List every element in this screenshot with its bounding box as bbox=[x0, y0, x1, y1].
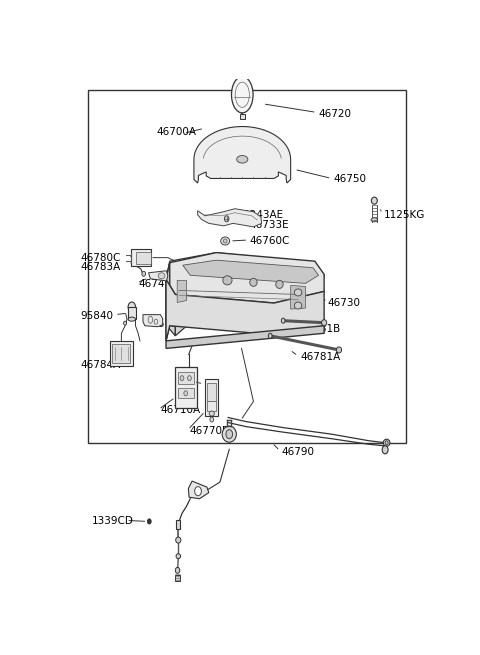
Ellipse shape bbox=[195, 487, 202, 496]
Polygon shape bbox=[175, 272, 324, 336]
Polygon shape bbox=[166, 326, 324, 348]
Polygon shape bbox=[183, 260, 319, 284]
Bar bbox=[205, 379, 218, 415]
Ellipse shape bbox=[210, 417, 214, 422]
Text: 46720: 46720 bbox=[319, 109, 351, 119]
Bar bbox=[178, 372, 193, 384]
Polygon shape bbox=[166, 263, 170, 341]
Text: 46750: 46750 bbox=[334, 174, 366, 185]
Polygon shape bbox=[194, 126, 290, 183]
Text: 1243AE: 1243AE bbox=[244, 210, 284, 220]
Polygon shape bbox=[177, 280, 186, 303]
Ellipse shape bbox=[180, 376, 184, 381]
Ellipse shape bbox=[383, 440, 390, 446]
Polygon shape bbox=[198, 209, 262, 227]
Ellipse shape bbox=[142, 271, 145, 276]
Bar bbox=[88, 90, 406, 443]
Text: 95840: 95840 bbox=[81, 310, 113, 321]
Bar bbox=[110, 341, 132, 365]
Text: 46700A: 46700A bbox=[156, 126, 197, 136]
Ellipse shape bbox=[336, 347, 342, 353]
Ellipse shape bbox=[128, 302, 135, 312]
Bar bbox=[240, 114, 245, 119]
Polygon shape bbox=[290, 286, 305, 309]
Ellipse shape bbox=[294, 302, 302, 309]
Bar bbox=[178, 388, 193, 398]
Ellipse shape bbox=[250, 278, 257, 286]
Ellipse shape bbox=[188, 376, 192, 381]
Ellipse shape bbox=[322, 320, 327, 326]
Ellipse shape bbox=[371, 218, 378, 222]
Text: 46781A: 46781A bbox=[300, 352, 340, 362]
Polygon shape bbox=[166, 253, 324, 303]
Ellipse shape bbox=[294, 289, 302, 296]
Ellipse shape bbox=[209, 411, 215, 416]
Text: 46770B: 46770B bbox=[190, 426, 229, 436]
Polygon shape bbox=[166, 280, 175, 336]
Ellipse shape bbox=[382, 446, 388, 454]
Text: 46735: 46735 bbox=[151, 319, 184, 329]
Text: 1125KG: 1125KG bbox=[384, 210, 425, 220]
Text: 46760C: 46760C bbox=[250, 236, 290, 246]
Ellipse shape bbox=[276, 280, 283, 288]
Bar bbox=[112, 345, 130, 363]
Ellipse shape bbox=[158, 272, 165, 279]
Ellipse shape bbox=[385, 441, 388, 445]
Ellipse shape bbox=[184, 391, 188, 396]
Ellipse shape bbox=[281, 318, 285, 323]
Ellipse shape bbox=[175, 567, 180, 573]
Ellipse shape bbox=[372, 197, 377, 204]
Ellipse shape bbox=[222, 426, 236, 442]
Ellipse shape bbox=[268, 333, 272, 339]
Polygon shape bbox=[143, 314, 163, 327]
Ellipse shape bbox=[176, 537, 181, 543]
Polygon shape bbox=[188, 481, 209, 498]
Text: 46710A: 46710A bbox=[160, 405, 201, 415]
Bar bbox=[175, 575, 180, 581]
Bar bbox=[175, 367, 196, 408]
Text: 46783A: 46783A bbox=[81, 262, 120, 272]
Bar bbox=[207, 383, 216, 401]
Ellipse shape bbox=[176, 553, 180, 559]
Text: 46781B: 46781B bbox=[300, 324, 340, 334]
Ellipse shape bbox=[223, 276, 232, 285]
Ellipse shape bbox=[231, 77, 253, 113]
Text: 46733E: 46733E bbox=[250, 220, 289, 230]
Ellipse shape bbox=[225, 215, 229, 222]
Text: 46780C: 46780C bbox=[81, 253, 121, 263]
Ellipse shape bbox=[237, 155, 248, 163]
Text: 46784A: 46784A bbox=[81, 360, 120, 370]
Ellipse shape bbox=[128, 317, 135, 321]
Polygon shape bbox=[166, 279, 324, 341]
Bar bbox=[177, 521, 180, 529]
Ellipse shape bbox=[223, 239, 227, 243]
Bar bbox=[136, 252, 151, 264]
Text: 46730: 46730 bbox=[328, 298, 361, 308]
Bar bbox=[128, 307, 135, 319]
Ellipse shape bbox=[221, 237, 229, 245]
Bar bbox=[131, 249, 151, 267]
Ellipse shape bbox=[147, 519, 151, 524]
Polygon shape bbox=[166, 253, 324, 301]
Ellipse shape bbox=[124, 321, 127, 326]
Text: 1339CD: 1339CD bbox=[92, 516, 133, 527]
Ellipse shape bbox=[226, 430, 233, 439]
Text: 46741C: 46741C bbox=[138, 279, 179, 289]
Polygon shape bbox=[148, 271, 168, 281]
Bar bbox=[207, 402, 216, 411]
Text: 46790: 46790 bbox=[281, 447, 314, 457]
